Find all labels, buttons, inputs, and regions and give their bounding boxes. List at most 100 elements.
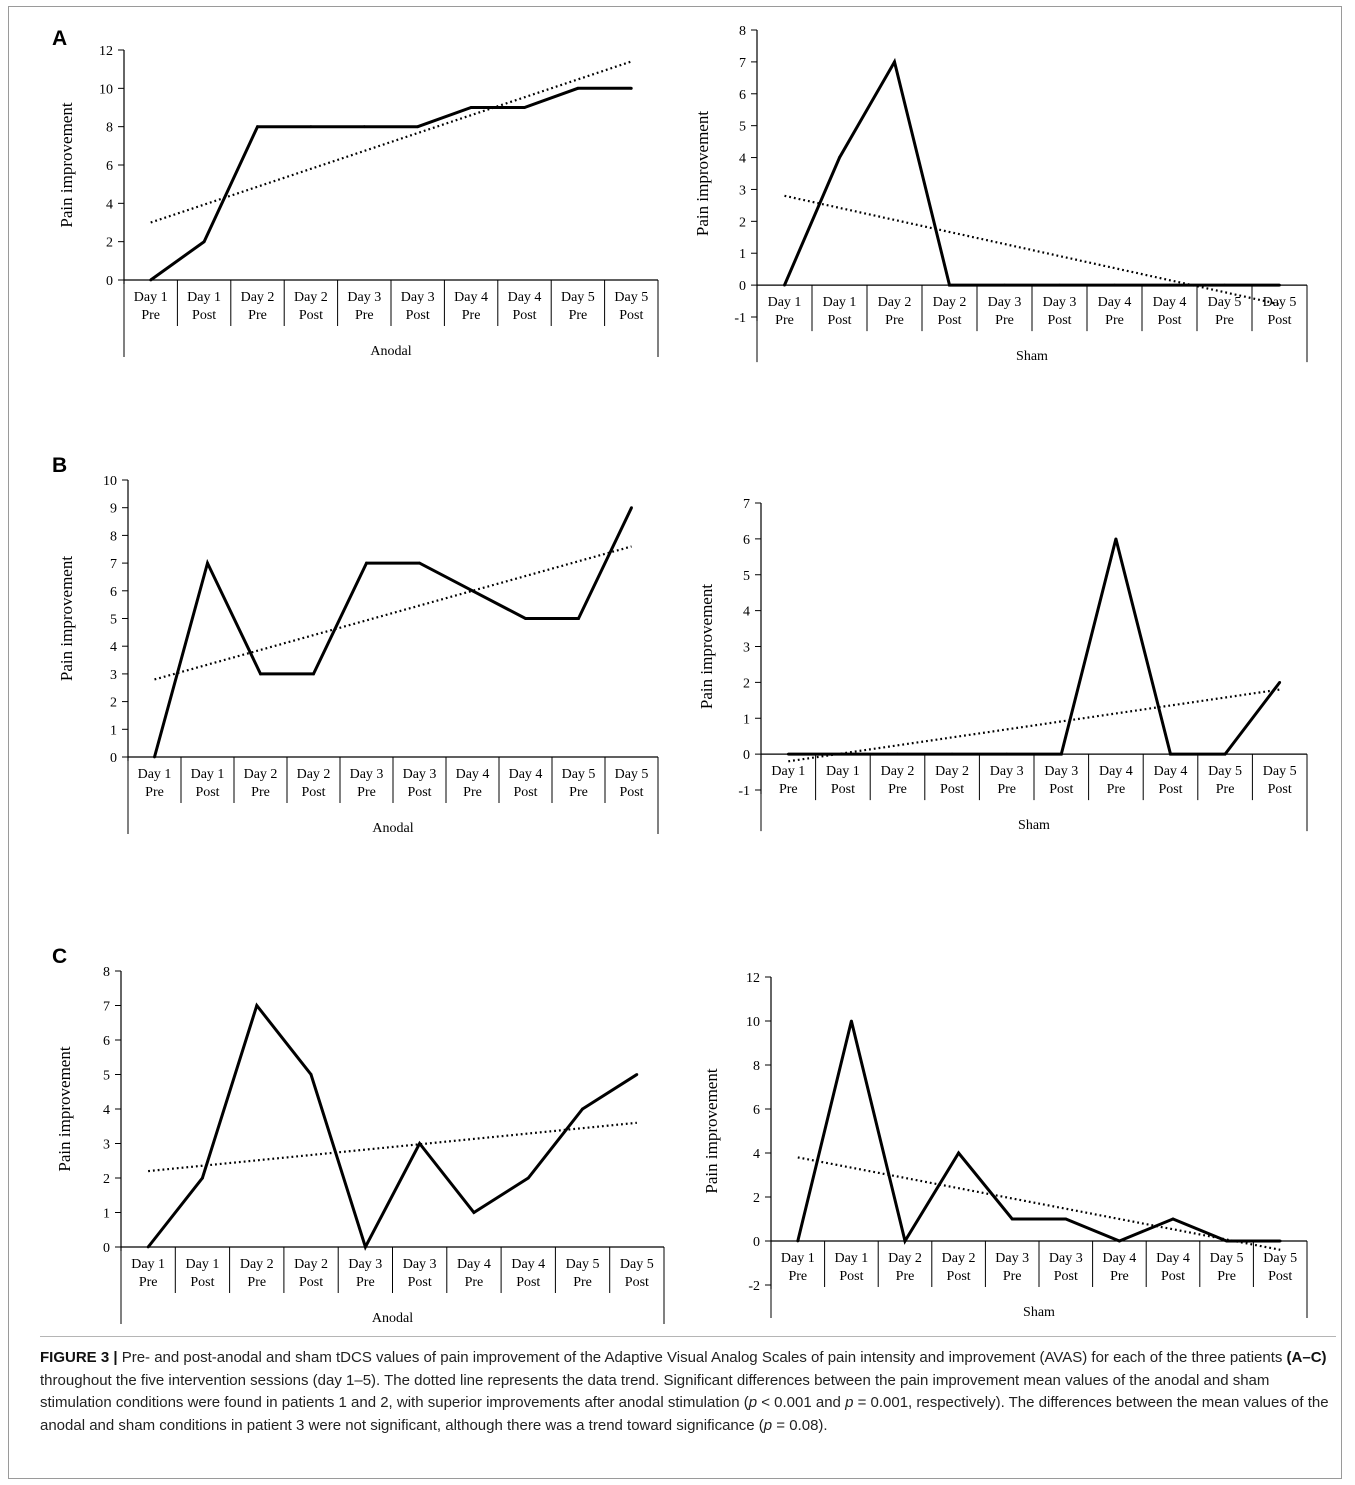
x-tick-label-day: Day 3 — [401, 290, 435, 305]
data-point — [581, 1107, 584, 1111]
x-tick-label-day: Day 4 — [1102, 1251, 1136, 1266]
x-tick-label-day: Day 2 — [935, 764, 969, 779]
x-tick-label-day: Day 5 — [1208, 295, 1242, 310]
x-tick-label-phase: Post — [299, 1275, 323, 1290]
chart-a-anodal: 0 2 4 6 8 10 12 Day 1 Pre Day 1 Post Day 2 Pre Day 2 P… — [57, 44, 659, 359]
x-tick-label-day: Day 3 — [350, 767, 384, 782]
y-tick-label: 7 — [739, 56, 746, 71]
x-tick-label-phase: Pre — [465, 1275, 484, 1290]
x-tick-label-day: Day 4 — [508, 290, 542, 305]
y-axis-title: Pain improvement — [55, 1046, 74, 1171]
panel-letter-a: A — [52, 27, 67, 50]
y-tick-label: 0 — [110, 751, 117, 766]
x-tick-label-day: Day 5 — [1208, 764, 1242, 779]
x-tick-label-phase: Post — [1268, 1269, 1292, 1284]
data-point — [418, 1142, 422, 1145]
data-point — [312, 672, 315, 676]
x-tick-label-phase: Post — [1047, 313, 1071, 328]
data-point — [893, 60, 896, 64]
y-axis-title: Pain improvement — [702, 1068, 721, 1193]
x-tick-label-day: Day 4 — [1098, 295, 1132, 310]
x-tick-label-day: Day 4 — [454, 290, 488, 305]
trend-line — [148, 1121, 637, 1173]
y-tick-label: 2 — [103, 1172, 110, 1187]
y-tick-label: 0 — [739, 279, 746, 294]
data-point — [153, 755, 156, 759]
panel-letter-c: C — [52, 945, 67, 968]
data-series-line — [796, 1020, 1281, 1245]
data-point — [309, 125, 313, 129]
data-point — [783, 283, 786, 287]
data-point — [472, 1211, 476, 1214]
y-tick-label: 0 — [106, 274, 113, 289]
y-tick-label: 2 — [106, 236, 113, 251]
data-point — [1223, 283, 1226, 287]
y-tick-label: 0 — [743, 748, 750, 763]
figure-frame — [8, 6, 1342, 1479]
data-point — [896, 752, 899, 756]
x-tick-label-phase: Pre — [779, 782, 798, 797]
data-point — [1010, 1217, 1014, 1221]
trend-line — [797, 1156, 1281, 1251]
x-tick-label-day: Day 1 — [191, 767, 225, 782]
trend-line — [154, 545, 632, 681]
data-point — [1278, 680, 1282, 684]
x-tick-label-phase: Post — [513, 785, 537, 800]
caption-text-1: Pre- and post-anodal and sham tDCS value… — [117, 1349, 1287, 1366]
x-tick-label-phase: Post — [1267, 313, 1291, 328]
x-tick-label-day: Day 4 — [457, 1257, 491, 1272]
x-tick-label-phase: Post — [192, 308, 216, 323]
x-tick-label-phase: Pre — [356, 1275, 375, 1290]
x-tick-label-phase: Post — [1054, 1269, 1078, 1284]
data-point — [1168, 283, 1171, 287]
y-tick-label: 1 — [103, 1207, 110, 1222]
x-tick-label-phase: Post — [619, 308, 643, 323]
y-tick-label: 2 — [753, 1191, 760, 1206]
y-tick-label: 4 — [106, 197, 113, 212]
data-point — [206, 561, 209, 565]
x-tick-label-day: Day 5 — [1263, 295, 1297, 310]
caption-text-5: = 0.08). — [772, 1416, 828, 1434]
y-tick-label: 10 — [99, 82, 113, 97]
x-tick-label-day: Day 3 — [347, 290, 381, 305]
x-tick-label-phase: Pre — [1105, 313, 1124, 328]
x-tick-label-phase: Post — [940, 782, 964, 797]
y-tick-label: 7 — [103, 1000, 110, 1015]
data-point — [630, 506, 633, 510]
trend-line — [788, 688, 1280, 763]
x-tick-label-day: Day 1 — [138, 767, 172, 782]
data-point — [526, 1176, 530, 1180]
x-tick-label-phase: Pre — [355, 308, 374, 323]
data-point — [524, 617, 527, 620]
x-tick-label-phase: Post — [625, 1275, 649, 1290]
y-tick-label: 6 — [106, 159, 113, 174]
x-tick-label-phase: Post — [1049, 782, 1073, 797]
x-group-label: Sham — [1018, 818, 1050, 833]
data-series-line — [788, 538, 1281, 756]
x-tick-label-day: Day 2 — [942, 1251, 976, 1266]
figure-caption: FIGURE 3 | Pre- and post-anodal and sham… — [40, 1347, 1336, 1437]
y-tick-label: 3 — [739, 183, 746, 198]
y-tick-label: 12 — [99, 44, 113, 59]
y-tick-label: 7 — [110, 557, 117, 572]
x-group-label: Sham — [1016, 349, 1048, 364]
x-group-label: Sham — [1023, 1305, 1055, 1320]
x-tick-label-phase: Post — [408, 1275, 432, 1290]
y-tick-label: 4 — [743, 605, 750, 620]
y-tick-label: -1 — [734, 311, 746, 326]
x-tick-label-phase: Pre — [248, 308, 267, 323]
data-point — [1059, 752, 1063, 756]
chart-c-sham: -2 0 2 4 6 8 10 12 Day 1 Pre Day 1 Post Day 2 Pre Day … — [702, 971, 1308, 1320]
data-point — [471, 589, 474, 593]
x-tick-label-day: Day 1 — [781, 1251, 815, 1266]
x-tick-label-day: Day 4 — [1156, 1251, 1190, 1266]
y-tick-label: -2 — [748, 1279, 760, 1294]
y-tick-label: 4 — [753, 1147, 760, 1162]
x-tick-label-phase: Pre — [888, 782, 907, 797]
x-tick-label-phase: Post — [947, 1269, 971, 1284]
data-series-line — [147, 1002, 638, 1251]
x-tick-label-day: Day 2 — [240, 1257, 274, 1272]
x-tick-label-phase: Pre — [145, 785, 164, 800]
x-tick-label-day: Day 1 — [187, 290, 221, 305]
